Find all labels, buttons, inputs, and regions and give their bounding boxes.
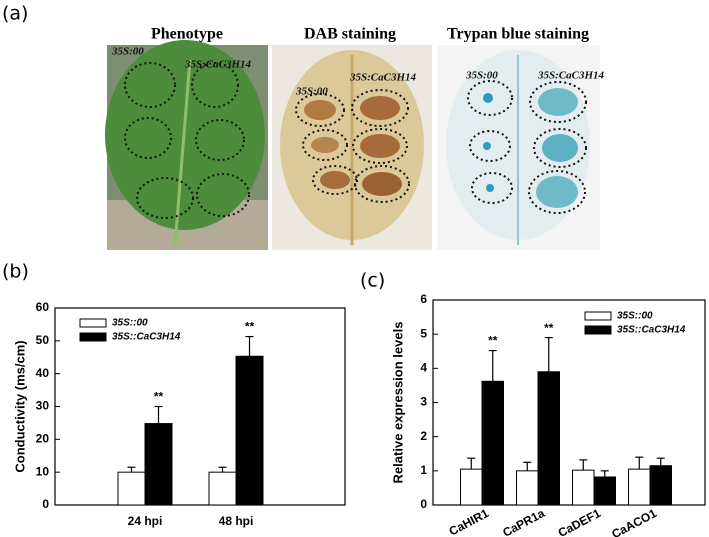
panel-label: (a) [2,3,28,25]
y-tick-label: 4 [420,361,427,375]
y-tick-label: 30 [36,399,50,413]
y-tick-label: 40 [36,366,50,380]
x-tick-label: CaACO1 [609,506,659,537]
x-tick-label: CaDEF1 [556,506,603,537]
y-tick-label: 6 [420,292,427,306]
bar [628,468,651,506]
bar [537,371,560,506]
legend-label: 35S::CaC3H14 [617,325,686,336]
photo-label: 35S:00 [295,86,328,98]
bar [144,423,173,506]
annotation: ** [154,390,164,404]
annotation: ** [544,321,554,335]
photo [105,40,268,250]
y-axis-label: Relative expression levels [390,322,405,484]
annotation: ** [488,334,498,348]
legend-swatch [584,311,612,321]
y-tick-label: 60 [36,300,50,314]
y-tick-label: 5 [420,326,427,340]
legend-swatch [79,318,107,328]
y-tick-label: 0 [42,497,49,511]
y-tick-label: 2 [420,429,427,443]
photo-label: 35S:CaC3H14 [537,70,605,82]
x-tick-label: CaHIR1 [447,506,492,537]
legend-swatch [79,332,107,342]
bar [208,471,237,506]
x-tick-label: CaPR1a [500,506,547,537]
y-tick-label: 3 [420,395,427,409]
y-tick-label: 20 [36,432,50,446]
y-tick-label: 0 [420,497,427,511]
photo-label: 35S:CaC3H14 [349,72,417,84]
bar [460,468,483,506]
bar [593,476,616,506]
photo-title: Phenotype [151,26,223,43]
annotation: ** [245,320,255,334]
bar [572,469,595,506]
y-tick-label: 10 [36,464,50,478]
photo-title: DAB staining [304,26,396,43]
legend-label: 35S::00 [617,311,653,322]
bar [481,380,504,506]
panel-label: (b) [2,261,29,283]
photo-title: Trypan blue staining [447,26,589,43]
y-tick-label: 1 [420,463,427,477]
photo-label: 35S:00 [465,70,498,82]
bar [235,355,264,506]
y-tick-label: 50 [36,333,50,347]
bar [117,471,146,506]
bar [649,465,672,506]
legend-label: 35S::00 [112,318,148,329]
legend-label: 35S::CaC3H14 [112,332,181,343]
x-tick-label: 24 hpi [128,514,163,528]
photo [437,45,600,250]
bar [516,470,539,506]
photo-label: 35S:00 [111,46,144,58]
photo-label: 35S:CaC3H14 [184,59,252,71]
y-axis-label: Conductivity (ms/cm) [12,340,27,472]
legend-swatch [584,325,612,335]
x-tick-label: 48 hpi [219,514,254,528]
photo [272,45,432,250]
panel-label: (c) [360,270,385,292]
